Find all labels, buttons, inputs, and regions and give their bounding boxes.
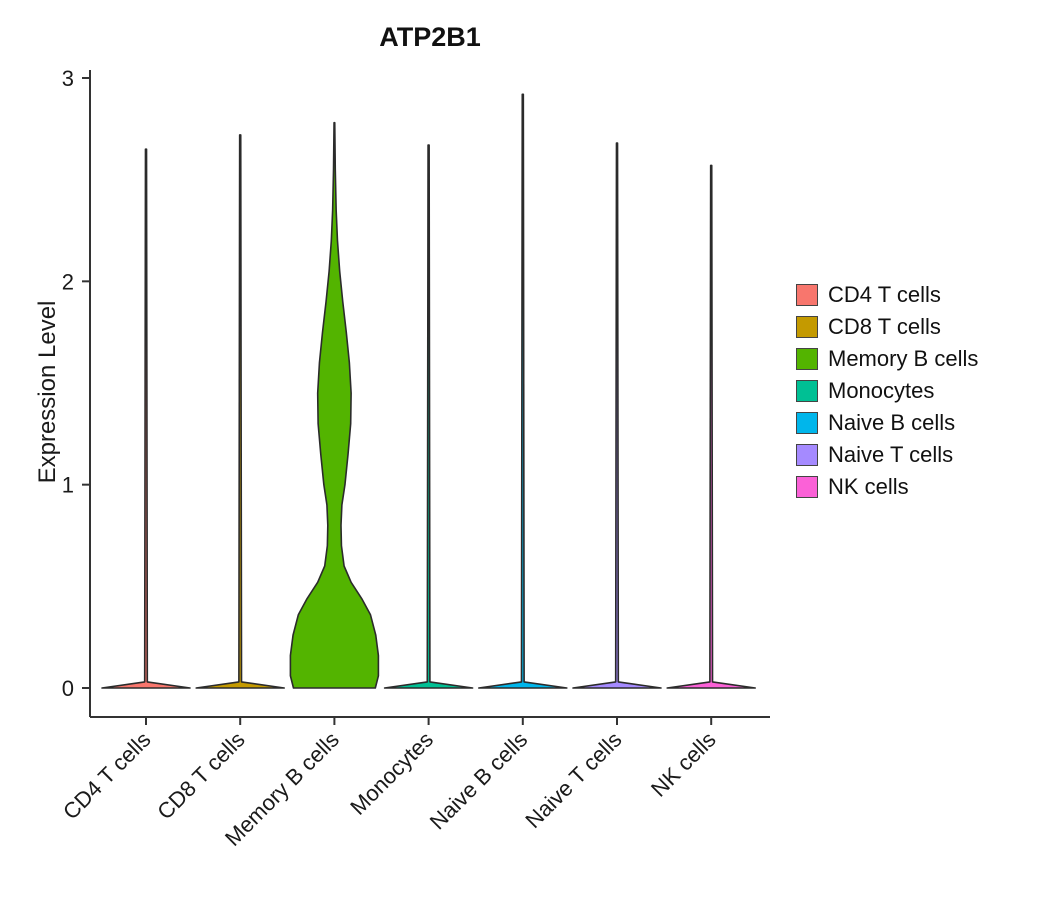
legend-item: CD8 T cells: [796, 315, 978, 338]
legend-swatch: [796, 443, 818, 466]
chart-title: ATP2B1: [379, 22, 481, 52]
legend-item: Naive T cells: [796, 443, 978, 466]
y-tick-label: 2: [62, 269, 74, 294]
legend-item: CD4 T cells: [796, 283, 978, 306]
x-tick-label: CD8 T cells: [152, 727, 250, 825]
legend-swatch: [796, 283, 818, 306]
x-tick-label: Naive B cells: [425, 727, 533, 835]
legend-swatch: [796, 315, 818, 338]
legend-item: Memory B cells: [796, 347, 978, 370]
legend-item: NK cells: [796, 475, 978, 498]
legend-swatch: [796, 475, 818, 498]
legend: CD4 T cells CD8 T cells Memory B cells Mono…: [796, 283, 978, 498]
y-tick-label: 1: [62, 473, 74, 498]
violin-memory-b-cells: [289, 121, 380, 689]
legend-item: Monocytes: [796, 379, 978, 402]
violin-nk-cells: [666, 164, 756, 689]
legend-label: NK cells: [828, 474, 909, 499]
x-tick-label: NK cells: [646, 727, 721, 802]
legend-label: Monocytes: [828, 378, 935, 403]
violin-cd8-t-cells: [195, 134, 285, 689]
legend-swatch: [796, 411, 818, 434]
violin-naive-t-cells: [572, 142, 662, 689]
x-tick-label: CD4 T cells: [58, 727, 156, 825]
legend-label: Naive T cells: [828, 442, 954, 467]
legend-label: CD4 T cells: [828, 282, 941, 307]
legend-swatch: [796, 379, 818, 402]
legend-item: Naive B cells: [796, 411, 978, 434]
legend-label: Naive B cells: [828, 410, 956, 435]
y-tick-label: 0: [62, 676, 74, 701]
legend-label: Memory B cells: [828, 346, 979, 371]
x-tick-label: Naive T cells: [520, 727, 626, 833]
violin-naive-b-cells: [478, 93, 568, 689]
violin-cd4-t-cells: [101, 148, 191, 689]
legend-swatch: [796, 347, 818, 370]
x-tick-label: Monocytes: [345, 727, 438, 820]
y-tick-label: 3: [62, 66, 74, 91]
legend-label: CD8 T cells: [828, 314, 941, 339]
violin-monocytes: [383, 144, 474, 689]
